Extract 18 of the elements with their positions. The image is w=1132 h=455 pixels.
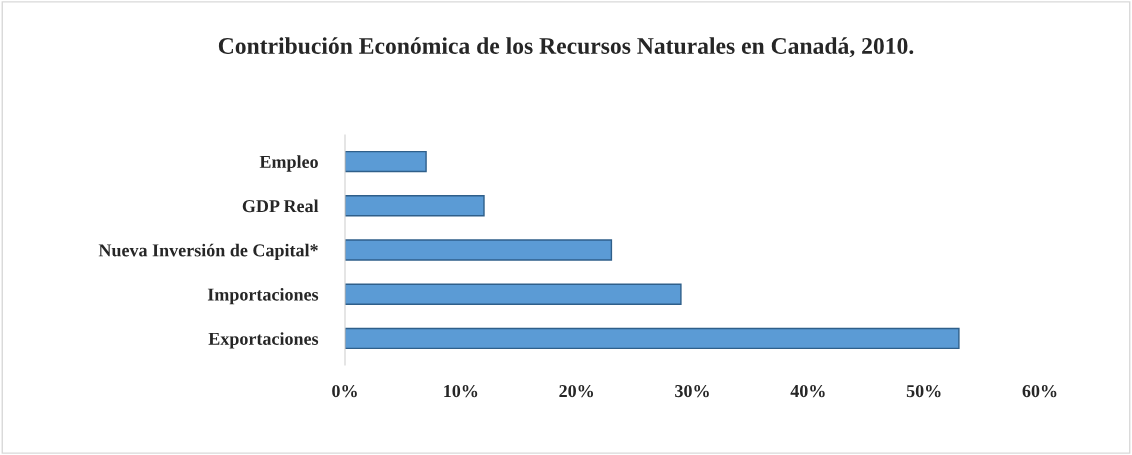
y-tick-label: Nueva Inversión de Capital* — [98, 243, 318, 261]
y-tick-label: Importaciones — [207, 287, 319, 305]
x-tick-label: 10% — [444, 384, 478, 398]
bar — [345, 239, 613, 261]
x-tick-label: 60% — [1022, 384, 1057, 398]
x-tick-label: 50% — [906, 384, 941, 398]
x-tick-label: 0% — [332, 384, 357, 398]
bar — [345, 150, 427, 173]
bar — [345, 327, 960, 350]
bar — [345, 283, 682, 305]
x-tick-label: 30% — [675, 384, 709, 398]
y-tick-label: GDP Real — [242, 199, 319, 213]
chart-title: Contribución Económica de los Recursos Naturales en Canadá, 2010. — [218, 37, 914, 58]
y-tick-label: Exportaciones — [208, 332, 319, 349]
x-tick-label: 40% — [790, 384, 825, 398]
x-tick-label: 20% — [559, 384, 594, 398]
bar — [345, 195, 485, 217]
y-tick-label: Empleo — [259, 155, 318, 172]
